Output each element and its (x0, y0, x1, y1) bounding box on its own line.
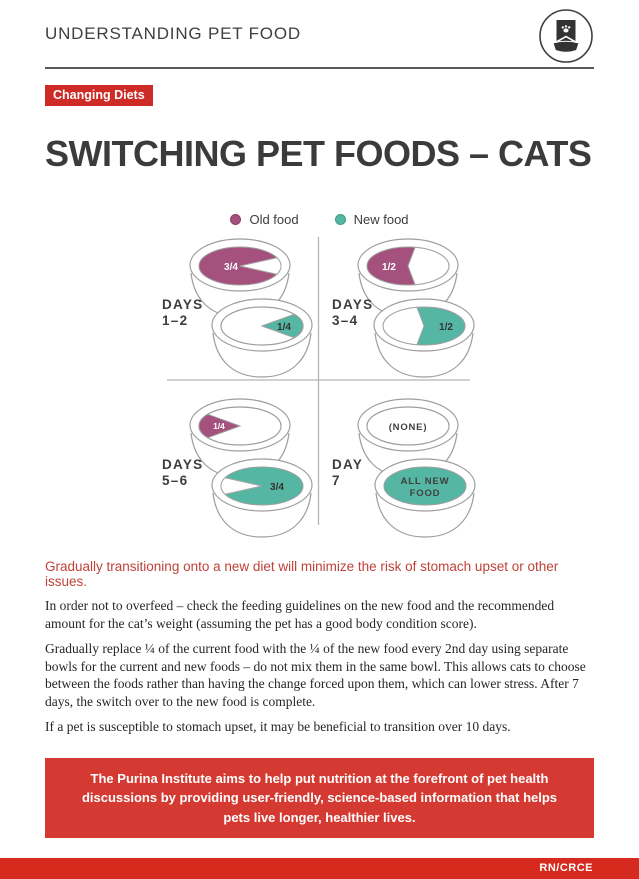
quadrant-day-7: (NONE) ALL NEW FOOD DAY 7 (332, 398, 476, 538)
old-food-dot-icon (230, 214, 242, 225)
day-range-label: 5–6 (162, 473, 188, 488)
paragraph-feeding-guidelines: In order not to overfeed – check the fee… (45, 598, 555, 631)
new-portion-label: 1/2 (439, 322, 453, 333)
purina-institute-callout: The Purina Institute aims to help put nu… (45, 757, 594, 839)
body-copy: In order not to overfeed – check the fee… (0, 597, 639, 736)
section-badge: Changing Diets (45, 85, 153, 106)
old-portion-label: 3/4 (224, 262, 238, 273)
quadrant-days-1-2: 3/4 1/4 DAYS 1–2 (162, 238, 313, 378)
legend-item-new-food: New food (334, 212, 409, 227)
day-range-label: 3–4 (332, 313, 358, 328)
page-header: UNDERSTANDING PET FOOD (0, 0, 639, 64)
new-food-dot-icon (334, 214, 346, 225)
doc-code: RN/CRCE (539, 862, 593, 874)
legend: Old food New food (0, 212, 639, 227)
transition-diagram: 3/4 1/4 DAYS 1–2 1/2 1/2 DAYS 3–4 (162, 237, 476, 538)
day-label: DAYS (162, 297, 203, 312)
pet-food-bag-and-bowl-icon (538, 8, 594, 64)
new-portion-label-line1: ALL NEW (401, 476, 450, 487)
quadrant-days-3-4: 1/2 1/2 DAYS 3–4 (332, 238, 475, 378)
quadrant-days-5-6: 1/4 3/4 DAYS 5–6 (162, 398, 313, 538)
old-portion-label: 1/2 (382, 262, 396, 273)
paragraph-stomach-upset: If a pet is susceptible to stomach upset… (45, 719, 511, 735)
day-range-label: 1–2 (162, 313, 188, 328)
new-portion-label-line2: FOOD (410, 488, 441, 499)
day-range-label: 7 (332, 473, 341, 488)
bottom-bar: RN/CRCE (0, 858, 639, 879)
header-title: UNDERSTANDING PET FOOD (45, 24, 301, 43)
old-portion-label: (NONE) (389, 422, 428, 433)
day-label: DAYS (162, 457, 203, 472)
legend-old-label: Old food (249, 212, 299, 227)
lead-sentence: Gradually transitioning onto a new diet … (45, 559, 559, 589)
day-label: DAY (332, 457, 363, 472)
new-portion-label: 3/4 (270, 482, 284, 493)
paragraph-gradual-replacement: Gradually replace ¼ of the current food … (45, 641, 586, 709)
old-portion-label: 1/4 (213, 421, 225, 431)
page-title: SWITCHING PET FOODS – CATS (45, 133, 592, 174)
header-rule (45, 67, 594, 69)
day-label: DAYS (332, 297, 373, 312)
legend-item-old-food: Old food (230, 212, 299, 227)
new-portion-label: 1/4 (277, 322, 291, 333)
legend-new-label: New food (353, 212, 409, 227)
